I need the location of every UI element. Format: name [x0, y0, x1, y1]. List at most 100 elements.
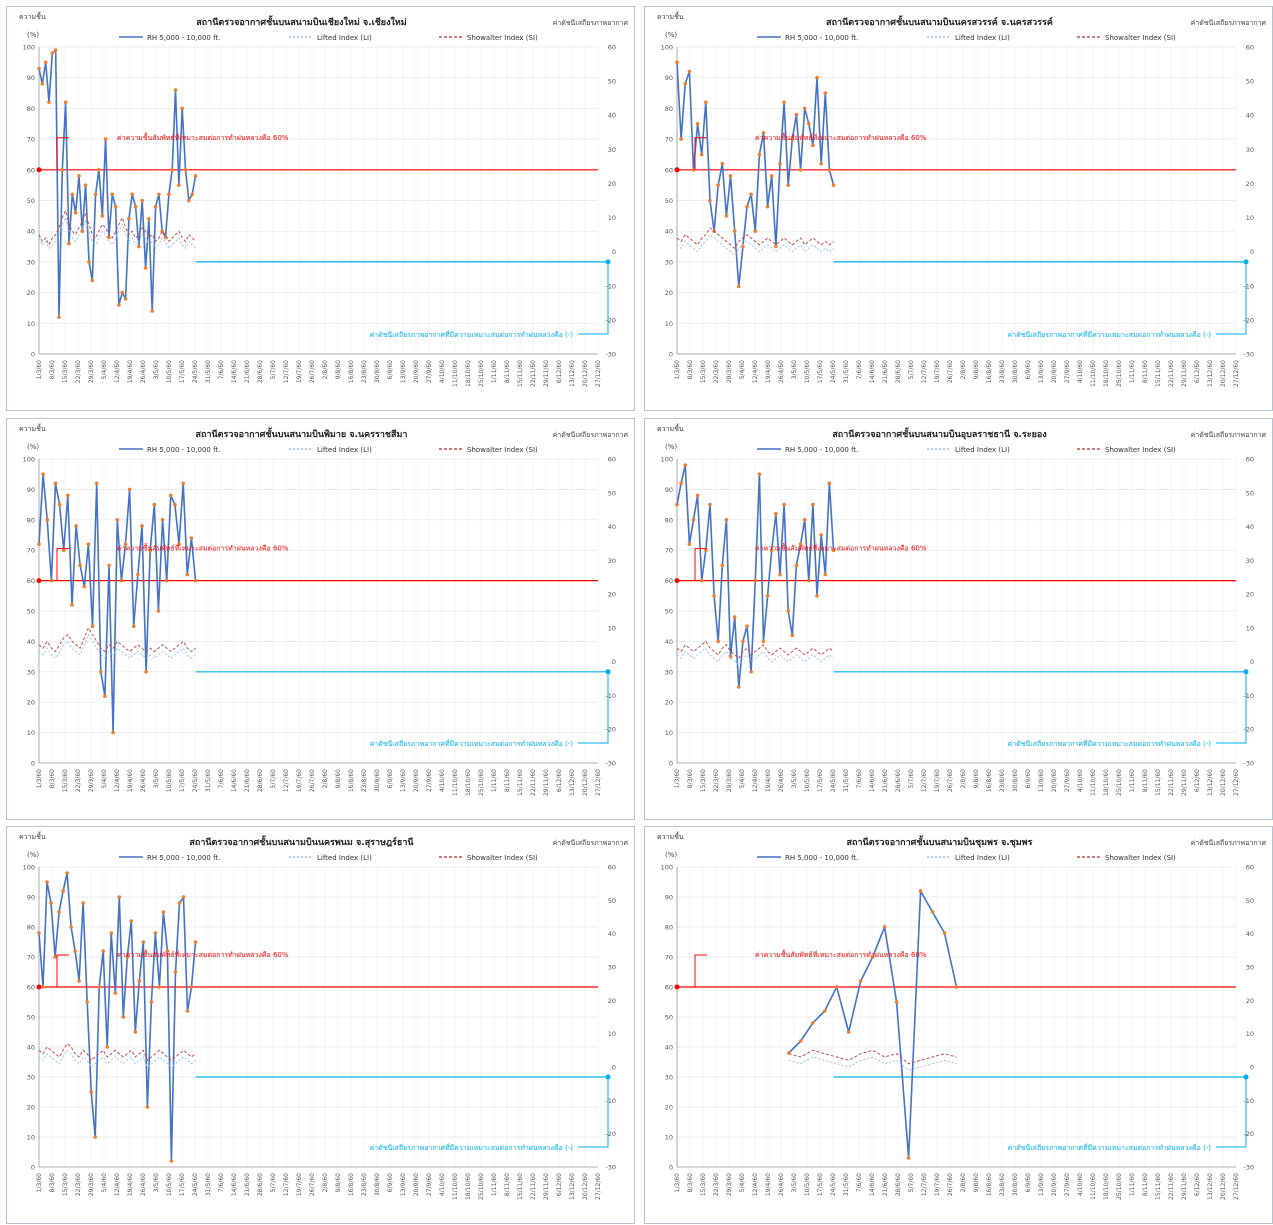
x-tick-label: 27/9/60 [426, 360, 433, 383]
y-tick-label: 10 [27, 1134, 35, 1142]
y-tick-label: 80 [665, 924, 673, 932]
y-tick-label: 20 [665, 289, 673, 297]
y-tick-label: 80 [665, 516, 673, 524]
y-tick-label: 0 [31, 760, 35, 768]
x-tick-label: 5/7/60 [908, 360, 915, 379]
x-tick-label: 1/3/60 [674, 1173, 681, 1192]
rh-point [157, 985, 162, 989]
rh-point [89, 1090, 93, 1094]
rh-point [57, 502, 62, 507]
rh-point [177, 542, 181, 546]
rh-point [679, 481, 683, 486]
rh-point [164, 578, 169, 583]
x-tick-label: 13/12/60 [1207, 769, 1214, 796]
x-tick-label: 27/9/60 [426, 769, 433, 792]
x-tick-label: 17/5/60 [817, 1173, 824, 1196]
x-tick-label: 8/11/60 [504, 360, 511, 383]
rh-point [41, 472, 45, 476]
rh-point [93, 192, 98, 197]
x-tick-label: 18/10/60 [465, 769, 472, 796]
rh-point [683, 463, 688, 467]
y-tick-label: 40 [27, 1044, 35, 1052]
y-tick-label: 20 [27, 699, 35, 707]
x-tick-label: 4/10/60 [1077, 1173, 1084, 1196]
rh-point [846, 1030, 851, 1034]
rh-point [815, 75, 819, 80]
index-annotation-arrow [578, 671, 609, 744]
y2-tick-label: 40 [1246, 112, 1254, 120]
rh-point [137, 244, 141, 249]
rh-point [193, 940, 198, 944]
x-tick-label: 19/7/60 [296, 360, 303, 383]
y-tick-label: 100 [661, 456, 673, 464]
rh-point [691, 168, 696, 172]
y-tick-label: 60 [665, 577, 673, 585]
rh-point [50, 51, 55, 55]
y-tick-label: 100 [23, 44, 35, 52]
x-tick-label: 30/8/60 [1012, 769, 1019, 792]
rh-point [815, 594, 819, 598]
x-tick-label: 20/9/60 [1051, 769, 1058, 792]
x-tick-label: 19/4/60 [127, 360, 134, 383]
y-axis-label: ความชื้น [19, 10, 46, 21]
y-tick-label: 80 [27, 516, 35, 524]
y-tick-label: 60 [27, 166, 35, 174]
x-tick-label: 14/6/60 [231, 1173, 238, 1196]
rh-point [810, 1021, 815, 1025]
rh-point [827, 481, 832, 486]
y-tick-label: 70 [27, 136, 35, 144]
y-tick-label: 0 [31, 1164, 35, 1172]
x-tick-label: 19/4/60 [127, 769, 134, 792]
y2-tick-label: 50 [608, 489, 616, 497]
rh-point [675, 60, 679, 65]
rh-annotation-arrow [56, 954, 69, 987]
x-tick-label: 6/9/60 [387, 769, 394, 788]
rh-point [187, 198, 191, 203]
x-tick-label: 17/5/60 [179, 1173, 186, 1196]
y-tick-label: 100 [661, 864, 673, 872]
x-tick-label: 12/7/60 [921, 1173, 928, 1196]
y2-tick-label: 20 [1246, 591, 1254, 599]
legend-label-1: RH 5,000 - 10,000 ft. [785, 34, 858, 42]
right-axis-note: ค่าดัชนีเสถียรภาพอากาศ [1191, 839, 1267, 847]
rh-annotation: ค่าความชื้นสัมพัทธ์ที่เหมาะสมต่อการทำฝนห… [117, 542, 289, 553]
rh-point [177, 901, 182, 905]
rh-point [97, 985, 101, 989]
y-tick-label: 70 [665, 136, 673, 144]
x-tick-label: 13/9/60 [1038, 769, 1045, 792]
rh-point [736, 284, 741, 289]
rh-point [149, 1000, 154, 1004]
y-tick-label: 90 [665, 894, 673, 902]
y-tick-label: 90 [27, 486, 35, 494]
y2-tick-label: 60 [1246, 456, 1254, 464]
y2-tick-label: 0 [1250, 248, 1254, 256]
x-tick-label: 27/12/60 [1233, 360, 1240, 387]
x-tick-label: 29/3/60 [88, 1173, 95, 1196]
chart-panel-4: สถานีตรวจอากาศชั้นบนสนามบินอุบลราชธานี จ… [644, 418, 1273, 820]
x-tick-label: 25/10/60 [1116, 360, 1123, 387]
rh-point [712, 594, 716, 598]
rh-point [708, 502, 712, 507]
rh-point [143, 266, 148, 270]
x-tick-label: 16/8/60 [348, 360, 355, 383]
rh-point [161, 910, 166, 914]
rh-point [741, 244, 745, 249]
y2-tick-label: -30 [1243, 351, 1254, 359]
x-tick-label: 25/10/60 [478, 360, 485, 387]
x-tick-label: 15/11/60 [517, 1173, 524, 1200]
x-tick-label: 8/3/60 [687, 360, 694, 379]
legend-label-2: Lifted Index (LI) [955, 34, 1010, 42]
x-tick-label: 17/5/60 [179, 769, 186, 792]
legend-label-2: Lifted Index (LI) [317, 854, 372, 862]
rh-point [185, 572, 190, 577]
rh-annotation-arrow [56, 137, 69, 170]
rh-point [105, 1045, 110, 1049]
rh-point [153, 931, 158, 935]
legend-label-3: Showalter Index (SI) [1105, 854, 1176, 862]
y-tick-label: 70 [665, 547, 673, 555]
y2-tick-label: 50 [608, 78, 616, 86]
right-axis-note: ค่าดัชนีเสถียรภาพอากาศ [1191, 19, 1267, 27]
y-tick-label: 60 [665, 984, 673, 992]
rh-point [691, 518, 696, 522]
y2-tick-label: -30 [605, 1164, 616, 1172]
